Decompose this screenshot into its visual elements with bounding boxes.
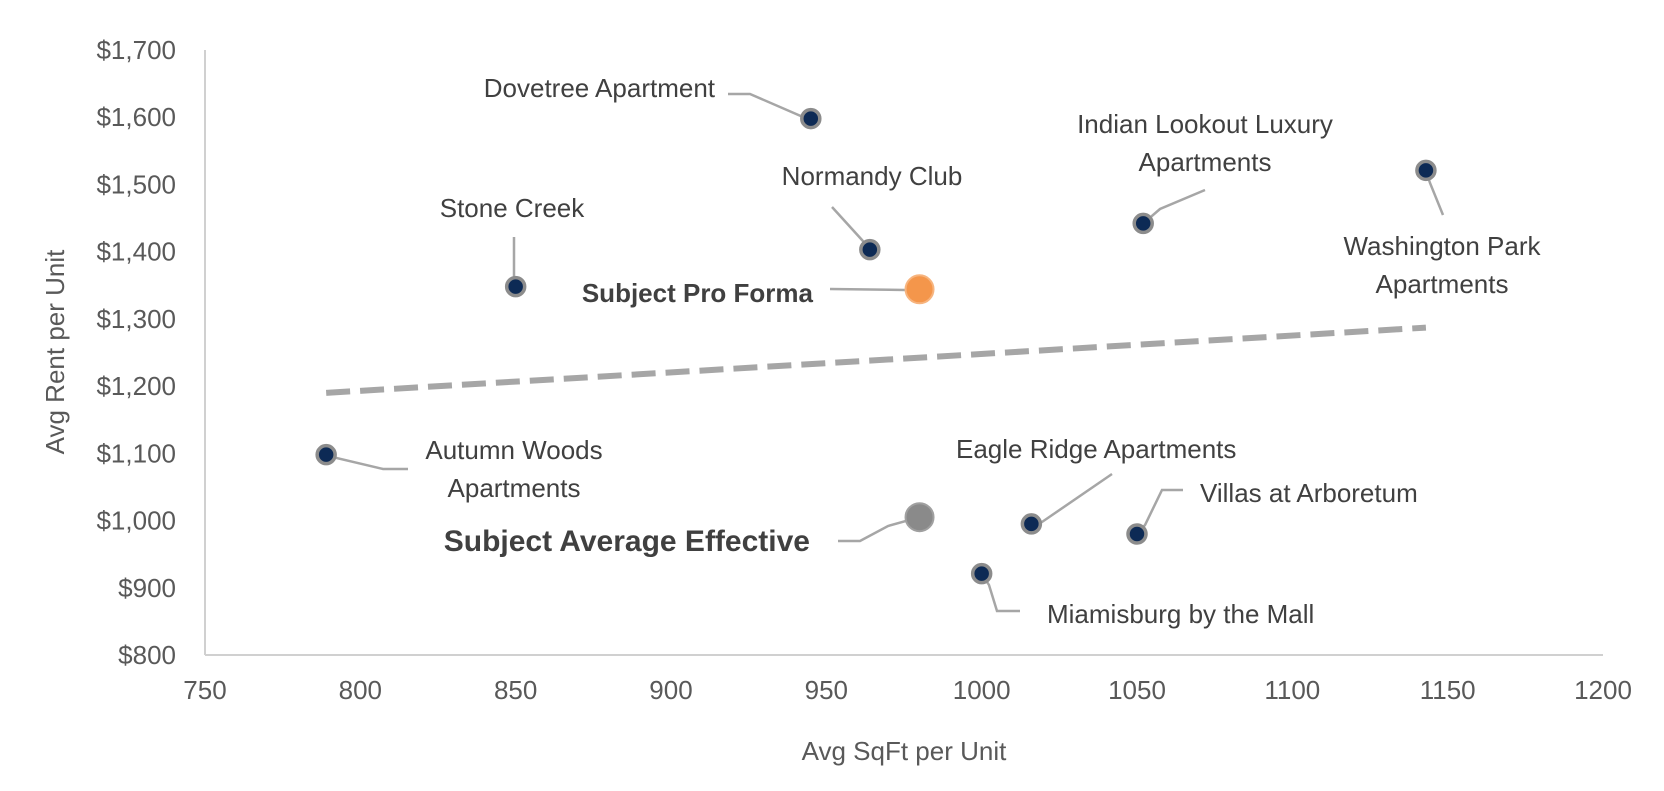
subject-average-effective-marker	[904, 502, 935, 533]
subject-average-effective-leader-line	[838, 515, 920, 543]
y-axis-title: Avg Rent per Unit	[40, 249, 70, 455]
dovetree-apartment-leader-line	[728, 92, 812, 122]
autumn-woods-apartments-label-line: Autumn Woods	[425, 435, 602, 465]
subject-pro-forma-marker	[904, 274, 935, 305]
y-tick-labels: $800 $900 $1,000 $1,100 $1,200 $1,300 $1,400 $1…	[96, 35, 176, 670]
x-tick-label: 850	[494, 675, 537, 705]
data-points	[315, 107, 1437, 585]
subject-pro-forma-label: Subject Pro Forma	[582, 278, 814, 308]
trendline	[325, 324, 1427, 396]
y-tick-label: $1,300	[96, 304, 176, 334]
y-tick-label: $1,700	[96, 35, 176, 65]
dovetree-apartment-marker	[800, 107, 822, 130]
autumn-woods-apartments-label: Autumn Woods Apartments	[425, 435, 602, 503]
data-labels: Dovetree Apartment Indian Lookout Luxury A…	[425, 73, 1541, 629]
eagle-ridge-apartments-label-line: Eagle Ridge Apartments	[956, 434, 1236, 464]
eagle-ridge-apartments-label: Eagle Ridge Apartments	[956, 434, 1236, 464]
eagle-ridge-apartments-marker	[1020, 513, 1043, 535]
subject-average-effective-label-line: Subject Average Effective	[444, 525, 810, 558]
subject-average-effective-label: Subject Average Effective	[444, 525, 810, 558]
x-tick-label: 1000	[953, 675, 1011, 705]
x-tick-label: 1050	[1108, 675, 1166, 705]
x-tick-label: 1150	[1420, 675, 1476, 705]
autumn-woods-apartments-leader-line	[325, 453, 408, 471]
x-tick-label: 1100	[1264, 675, 1320, 705]
stone-creek-marker	[504, 275, 527, 298]
y-tick-label: $1,600	[96, 102, 176, 132]
dovetree-apartment-label-line: Dovetree Apartment	[484, 73, 716, 103]
eagle-ridge-apartments-leader-line	[1031, 472, 1113, 526]
y-tick-label: $900	[118, 573, 176, 603]
washington-park-apartments-marker	[1415, 159, 1437, 182]
indian-lookout-luxury-apartments-label: Indian Lookout Luxury Apartments	[1077, 109, 1333, 177]
normandy-club-label-line: Normandy Club	[782, 161, 963, 191]
miamisburg-by-the-mall-label-line: Miamisburg by the Mall	[1047, 599, 1314, 629]
x-tick-label: 1200	[1574, 675, 1632, 705]
indian-lookout-luxury-apartments-label-line: Indian Lookout Luxury	[1077, 109, 1333, 139]
villas-at-arboretum-label-line: Villas at Arboretum	[1200, 478, 1418, 508]
x-tick-label: 900	[649, 675, 692, 705]
dovetree-apartment-label: Dovetree Apartment	[484, 73, 716, 103]
y-tick-label: $1,500	[96, 169, 176, 199]
indian-lookout-luxury-apartments-marker	[1132, 212, 1154, 235]
normandy-club-label: Normandy Club	[782, 161, 963, 191]
y-tick-label: $800	[118, 640, 176, 670]
miamisburg-by-the-mall-label: Miamisburg by the Mall	[1047, 599, 1314, 629]
normandy-club-marker	[859, 238, 881, 261]
x-tick-label: 800	[339, 675, 382, 705]
stone-creek-label-line: Stone Creek	[440, 193, 586, 223]
axes	[204, 50, 1603, 656]
autumn-woods-apartments-marker	[315, 443, 337, 466]
y-tick-label: $1,100	[96, 438, 176, 468]
x-tick-label: 750	[183, 675, 226, 705]
washington-park-apartments-label-line: Washington Park	[1343, 231, 1541, 261]
x-tick-label: 950	[805, 675, 848, 705]
miamisburg-by-the-mall-marker	[970, 562, 993, 585]
indian-lookout-luxury-apartments-label-line: Apartments	[1139, 147, 1272, 177]
x-axis-title: Avg SqFt per Unit	[802, 736, 1008, 766]
y-tick-label: $1,200	[96, 371, 176, 401]
subject-pro-forma-label-line: Subject Pro Forma	[582, 278, 814, 308]
villas-at-arboretum-marker	[1126, 523, 1148, 545]
x-tick-labels: 750 800 850 900 950 1000 1050 1100 1150 1200	[183, 675, 1632, 705]
y-tick-label: $1,000	[96, 506, 176, 536]
y-tick-label: $1,400	[96, 237, 176, 267]
villas-at-arboretum-label: Villas at Arboretum	[1200, 478, 1418, 508]
washington-park-apartments-label-line: Apartments	[1376, 269, 1509, 299]
autumn-woods-apartments-label-line: Apartments	[448, 473, 581, 503]
stone-creek-label: Stone Creek	[440, 193, 586, 223]
washington-park-apartments-label: Washington Park Apartments	[1343, 231, 1541, 299]
